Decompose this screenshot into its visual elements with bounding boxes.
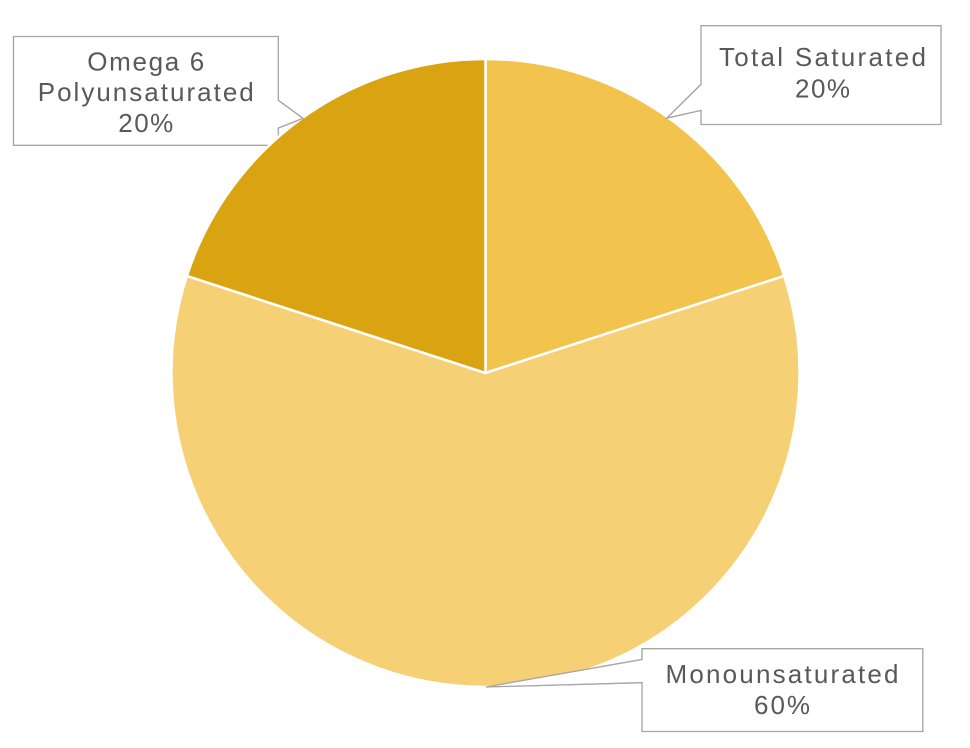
svg-text:60%: 60% [754,690,810,720]
svg-text:Total Saturated: Total Saturated [719,42,926,72]
svg-text:Omega 6: Omega 6 [87,47,204,77]
svg-text:20%: 20% [118,108,173,138]
svg-text:20%: 20% [795,74,850,104]
svg-text:Monounsaturated: Monounsaturated [666,659,899,689]
svg-text:Polyunsaturated: Polyunsaturated [38,77,254,107]
